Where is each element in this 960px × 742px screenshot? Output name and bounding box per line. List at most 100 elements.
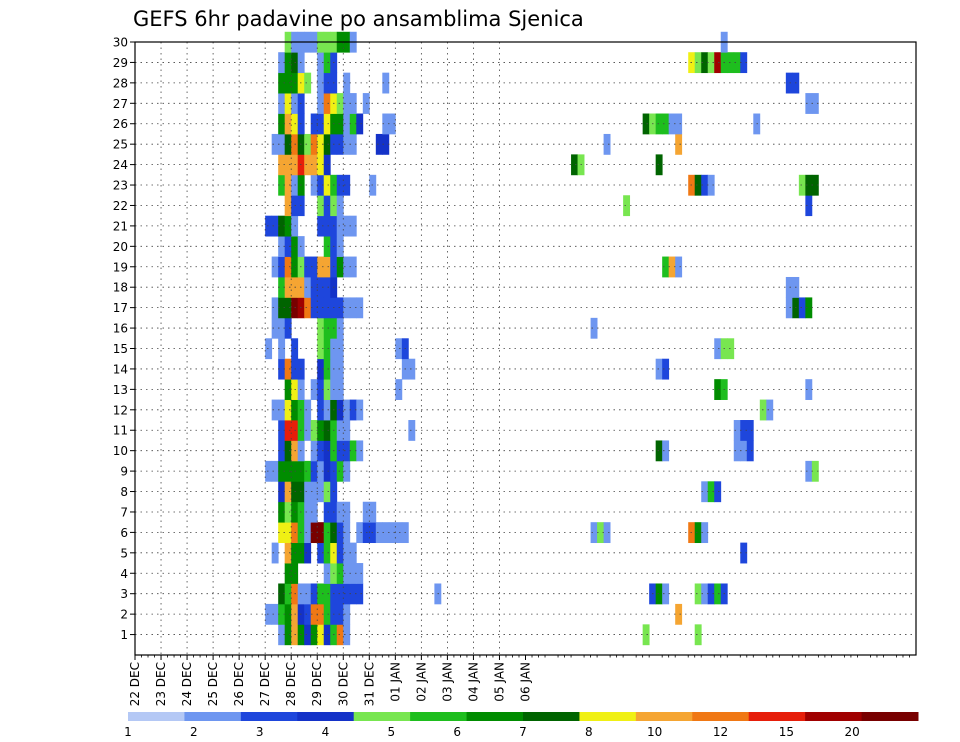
heatmap-cell: [343, 113, 351, 135]
heatmap-cell: [707, 174, 715, 196]
y-tick-label: 26: [113, 117, 128, 131]
heatmap-cell: [694, 583, 702, 605]
heatmap-cell: [317, 52, 325, 74]
heatmap-cell: [343, 256, 351, 278]
heatmap-cell: [343, 542, 351, 564]
colorbar-swatch: [579, 712, 637, 721]
heatmap-cell: [310, 603, 318, 625]
x-tick-label: 06 JAN: [519, 662, 533, 702]
heatmap-cell: [785, 297, 793, 319]
heatmap-cell: [278, 297, 286, 319]
y-tick-label: 3: [120, 587, 128, 601]
colorbar-swatch: [410, 712, 468, 721]
heatmap-cell: [278, 236, 286, 257]
grid-lines: [135, 42, 916, 655]
colorbar-swatch: [184, 712, 242, 721]
heatmap-cell: [310, 501, 318, 523]
heatmap-cell: [395, 338, 403, 360]
heatmap-cell: [284, 93, 292, 114]
heatmap-cell: [707, 52, 715, 74]
heatmap-cell: [408, 358, 416, 380]
heatmap-cell: [304, 420, 312, 441]
heatmap-cell: [343, 440, 351, 462]
heatmap-cell: [278, 72, 286, 94]
heatmap-cell: [375, 522, 383, 544]
heatmap-cell: [284, 195, 292, 217]
y-tick-label: 7: [120, 505, 128, 519]
heatmap-cell: [317, 133, 325, 155]
heatmap-cell: [356, 522, 364, 544]
heatmap-cell: [278, 174, 286, 196]
heatmap-cell: [323, 399, 331, 421]
heatmap-cell: [278, 501, 286, 523]
heatmap-cell: [317, 72, 325, 94]
heatmap-cell: [284, 215, 292, 237]
heatmap-cell: [349, 399, 357, 421]
heatmap-cell: [317, 481, 325, 503]
heatmap-cell: [714, 481, 722, 503]
heatmap-cell: [668, 256, 676, 278]
heatmap-cell: [284, 52, 292, 74]
heatmap-cell: [317, 460, 325, 482]
y-tick-label: 24: [113, 158, 128, 172]
heatmap-cell: [798, 297, 806, 319]
heatmap-cell: [323, 236, 331, 257]
heatmap-cell: [271, 215, 279, 237]
heatmap-cell: [265, 603, 273, 625]
heatmap-cell: [805, 460, 813, 482]
colorbar-label: 20: [845, 725, 860, 739]
heatmap-cell: [278, 154, 286, 176]
x-tick-label: 03 JAN: [440, 662, 454, 702]
heatmap-cell: [284, 603, 292, 625]
heatmap-cell: [746, 420, 754, 441]
heatmap-cell: [343, 420, 351, 441]
heatmap-cell: [278, 522, 286, 544]
heatmap-cell: [336, 522, 344, 544]
colorbar-swatch: [523, 712, 580, 721]
colorbar-swatch: [128, 712, 185, 721]
heatmap-cell: [323, 542, 331, 564]
heatmap-cell: [727, 338, 735, 360]
heatmap-cell: [740, 52, 748, 74]
heatmap-cell: [323, 113, 331, 135]
y-tick-label: 5: [120, 546, 128, 560]
heatmap-cell: [675, 256, 683, 278]
heatmap-cell: [336, 563, 344, 584]
y-tick-label: 29: [113, 56, 128, 70]
heatmap-cell: [336, 93, 344, 114]
heatmap-cell: [317, 420, 325, 441]
heatmap-cell: [271, 133, 279, 155]
heatmap-cell: [317, 93, 325, 114]
heatmap-cell: [655, 154, 663, 176]
heatmap-cell: [310, 133, 318, 155]
heatmap-cell: [349, 297, 357, 319]
heatmap-cell: [343, 583, 351, 605]
heatmap-cell: [284, 440, 292, 462]
heatmap-cell: [304, 583, 312, 605]
heatmap-cell: [317, 624, 325, 646]
heatmap-cell: [336, 113, 344, 135]
heatmap-cell: [304, 276, 312, 298]
heatmap-cell: [343, 563, 351, 584]
heatmap-cell: [382, 113, 390, 135]
heatmap-cell: [304, 154, 312, 176]
heatmap-cell: [323, 501, 331, 523]
heatmap-cell: [317, 174, 325, 196]
heatmap-cell: [343, 174, 351, 196]
heatmap-cell: [343, 297, 351, 319]
heatmap-cell: [811, 174, 819, 196]
heatmap-cell: [317, 440, 325, 462]
x-tick-label: 27 DEC: [258, 662, 272, 706]
heatmap-cell: [388, 113, 396, 135]
heatmap-cell: [798, 174, 806, 196]
heatmap-cell: [323, 624, 331, 646]
colorbar-label: 7: [519, 725, 527, 739]
y-tick-label: 9: [120, 465, 128, 479]
heatmap-cell: [310, 174, 318, 196]
x-tick-label: 28 DEC: [284, 662, 298, 706]
heatmap-cell: [740, 420, 748, 441]
heatmap-cell: [323, 93, 331, 114]
heatmap-cell: [785, 276, 793, 298]
heatmap-cell: [343, 624, 351, 646]
heatmap-cell: [694, 624, 702, 646]
